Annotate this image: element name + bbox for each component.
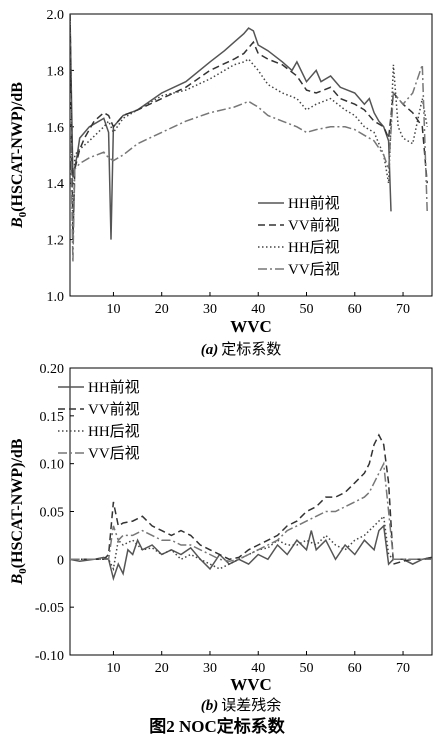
series-line: [70, 14, 392, 240]
series-line: [70, 14, 428, 240]
legend-label: VV前视: [88, 401, 140, 418]
series-line: [70, 14, 428, 240]
legend-label: HH前视: [288, 195, 340, 212]
x-tick-label: 10: [106, 302, 120, 317]
sub-caption-text: 定标系数: [221, 341, 281, 358]
y-tick-label: 0.20: [40, 362, 65, 377]
sub-caption: (a) 定标系数: [201, 341, 282, 358]
y-tick-label: 0: [57, 553, 64, 568]
series-line: [70, 433, 432, 566]
sub-caption-letter: (a): [201, 342, 219, 358]
x-tick-label: 50: [300, 661, 314, 676]
y-tick-label: 0.15: [40, 410, 65, 425]
y-tick-label: 0.05: [40, 506, 65, 521]
y-tick-label: 1.2: [47, 234, 65, 249]
legend-label: VV后视: [288, 261, 340, 278]
sub-caption-letter: (b): [201, 698, 219, 714]
legend-label: HH前视: [88, 379, 140, 396]
y-tick-label: 1.4: [47, 177, 65, 192]
x-tick-label: 30: [203, 302, 217, 317]
y-tick-label: 1.0: [47, 290, 65, 305]
x-tick-label: 70: [396, 302, 410, 317]
x-tick-label: 60: [348, 302, 362, 317]
x-tick-label: 20: [155, 661, 169, 676]
chart-b: -0.10 -0.05 0 0.05 0.10 0.15 0.20 10 20 30 40 50 60 7…: [9, 362, 433, 714]
series-line: [70, 461, 432, 562]
y-tick-label: 1.6: [47, 121, 65, 136]
y-tick-label: 0.10: [40, 458, 65, 473]
legend-label: HH后视: [288, 239, 340, 256]
legend-label: VV后视: [88, 445, 140, 462]
x-axis-label: WVC: [230, 317, 272, 336]
x-tick-label: 50: [300, 302, 314, 317]
x-tick-label: 40: [251, 302, 265, 317]
x-tick-label: 40: [251, 661, 265, 676]
y-axis-label-sub: 0: [17, 568, 29, 574]
x-axis-label: WVC: [230, 675, 272, 694]
y-axis-label-rest: (HSCAT-NWP)/dB: [9, 82, 26, 212]
y-tick-label: 2.0: [47, 8, 65, 23]
y-tick-label: -0.05: [35, 601, 64, 616]
x-tick-label: 20: [155, 302, 169, 317]
legend-label: HH后视: [88, 423, 140, 440]
series-line: [70, 64, 428, 263]
y-axis-label-rest: (HSCAT-NWP)/dB: [9, 438, 26, 568]
sub-caption: (b) 误差残余: [201, 696, 282, 714]
series-line: [70, 524, 432, 582]
y-axis-label-main: B: [9, 573, 26, 585]
x-tick-label: 10: [106, 661, 120, 676]
figure-caption: 图2 NOC定标系数: [149, 717, 285, 736]
chart-a: 1.0 1.2 1.4 1.6 1.8 2.0 10 20 30 40 50 60 70 HH前视 VV前视…: [9, 8, 433, 358]
y-axis-label-main: B: [9, 217, 26, 229]
legend-label: VV前视: [288, 217, 340, 234]
y-axis-label: B0(HSCAT-NWP)/dB: [9, 438, 29, 585]
y-tick-label: 1.8: [47, 64, 65, 79]
y-axis-label-sub: 0: [17, 211, 29, 217]
sub-caption-text: 误差残余: [221, 696, 281, 714]
x-tick-label: 60: [348, 661, 362, 676]
y-tick-label: -0.10: [35, 649, 64, 664]
plot-frame: [69, 13, 433, 297]
x-tick-label: 70: [396, 661, 410, 676]
x-tick-label: 30: [203, 661, 217, 676]
y-axis-label: B0(HSCAT-NWP)/dB: [9, 82, 29, 229]
